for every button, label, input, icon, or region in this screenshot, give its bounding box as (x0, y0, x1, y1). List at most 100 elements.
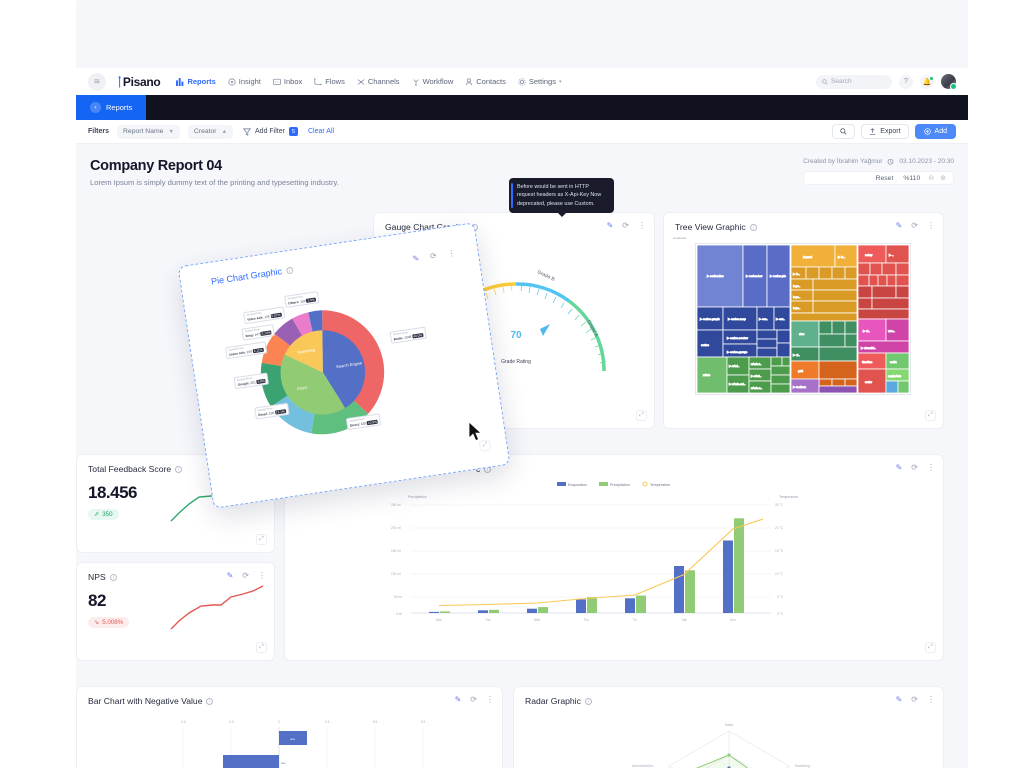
svg-text:▶ vi..: ▶ vi.. (863, 329, 870, 333)
pencil-icon[interactable]: ✎ (454, 695, 462, 704)
search-button[interactable] (832, 124, 856, 139)
nav-item-channels[interactable]: Channels (357, 77, 400, 86)
more-vertical-icon[interactable]: ⋮ (927, 695, 935, 704)
zoom-out-icon[interactable]: ⊖ (928, 175, 935, 182)
svg-text:▶ ser..: ▶ ser.. (776, 317, 785, 321)
breadcrumb-item-reports[interactable]: ‹ Reports (76, 95, 147, 120)
page-header: Company Report 04 Lorem Ipsum is simply … (86, 158, 958, 187)
sparkline-chart (170, 585, 264, 630)
pencil-icon[interactable]: ✎ (411, 253, 420, 264)
more-vertical-icon[interactable]: ⋮ (258, 571, 266, 580)
info-icon[interactable]: i (285, 266, 294, 275)
svg-text:Precipitation: Precipitation (408, 495, 427, 499)
user-icon (466, 77, 473, 85)
nav-label: Workflow (422, 77, 454, 86)
refresh-icon[interactable]: ⟳ (429, 251, 438, 262)
svg-text:10 °C: 10 °C (775, 572, 784, 576)
pencil-icon[interactable]: ✎ (895, 695, 903, 704)
pencil-icon[interactable]: ✎ (606, 221, 614, 230)
nav-item-settings[interactable]: Settings ▾ (518, 77, 562, 86)
zoom-in-icon[interactable]: ⊕ (940, 175, 946, 182)
nav-item-workflow[interactable]: Workflow (412, 77, 454, 86)
more-vertical-icon[interactable]: ⋮ (446, 248, 457, 259)
svg-text:legend: legend (803, 255, 812, 259)
refresh-icon[interactable]: ⟳ (911, 221, 918, 230)
add-filter-button[interactable]: Add Filter 5 (243, 127, 298, 136)
expand-icon[interactable]: ⤢ (256, 534, 267, 545)
refresh-icon[interactable]: ⟳ (911, 463, 918, 472)
card-title: Tree View Graphic i (675, 222, 757, 232)
more-vertical-icon[interactable]: ⋮ (927, 221, 935, 230)
page-subtitle: Lorem Ipsum is simply dummy text of the … (90, 178, 339, 187)
svg-text:lege..: lege.. (793, 295, 801, 299)
svg-text:▶ series.scatter: ▶ series.scatter (727, 336, 748, 340)
expand-icon[interactable]: ⤢ (925, 410, 936, 421)
more-vertical-icon[interactable]: ⋮ (927, 463, 935, 472)
card-title: Pie Chart Graphic i (210, 265, 294, 287)
card-tree-view: Tree View Graphic i ✎ ⟳ ⋮ worldwide ▶ ser… (663, 212, 944, 429)
svg-text:▶ vi..: ▶ vi.. (793, 353, 800, 357)
clear-all-button[interactable]: Clear All (307, 128, 335, 135)
help-circle-icon[interactable]: ? (899, 74, 913, 89)
svg-text:▶ xAxi..: ▶ xAxi.. (751, 374, 762, 378)
svg-text:Temperature: Temperature (650, 483, 670, 487)
info-icon[interactable]: i (584, 698, 592, 706)
export-button[interactable]: Export (861, 124, 909, 139)
pie-label-baidu: Access From Baidu: 1048 40.0% (389, 326, 427, 344)
info-icon[interactable]: i (109, 574, 117, 582)
target-icon (228, 77, 236, 86)
refresh-icon[interactable]: ⟳ (911, 695, 918, 704)
filter-count-badge: 5 (288, 127, 298, 136)
nav-item-insight[interactable]: Insight (228, 77, 261, 86)
svg-text:0.3: 0.3 (325, 720, 330, 724)
expand-icon[interactable]: ⤢ (925, 642, 936, 653)
nav-item-inbox[interactable]: Inbox (272, 77, 302, 86)
card-negative-bar-chart: Bar Chart with Negative Value i ✎ ⟳ ⋮ -0.… (76, 686, 503, 768)
svg-text:xAxis.n..: xAxis.n.. (751, 386, 763, 390)
refresh-icon[interactable]: ⟳ (242, 571, 249, 580)
app-viewport: ≋ ᛙPisano Reports Insight Inbox Flows Ch… (76, 0, 968, 768)
refresh-icon[interactable]: ⟳ (470, 695, 477, 704)
info-icon[interactable]: i (175, 466, 183, 474)
nav-label: Contacts (476, 77, 506, 86)
bell-icon[interactable]: 🔔 (920, 74, 934, 89)
svg-text:100 ml: 100 ml (391, 572, 401, 576)
svg-text:▶ le..: ▶ le.. (793, 272, 800, 276)
pencil-icon[interactable]: ✎ (895, 463, 903, 472)
more-vertical-icon[interactable]: ⋮ (638, 221, 646, 230)
card-pie-chart[interactable]: Pie Chart Graphic i ✎ ⟳ ⋮ Sear (177, 222, 511, 509)
filter-report-name[interactable]: Report Name ▼ (117, 124, 180, 139)
workflow-icon (412, 78, 419, 86)
refresh-icon[interactable]: ⟳ (622, 221, 629, 230)
hamburger-icon[interactable]: ≋ (88, 72, 106, 91)
info-icon[interactable]: i (206, 698, 214, 706)
history-icon (888, 158, 894, 165)
svg-text:-0.6: -0.6 (180, 720, 186, 724)
svg-text:▶ visualM..: ▶ visualM.. (861, 346, 876, 350)
nav-items: Reports Insight Inbox Flows Channels Wor… (176, 77, 562, 86)
expand-icon[interactable]: ⤢ (256, 642, 267, 653)
gauge-value: 70 (510, 330, 522, 341)
nav-item-reports[interactable]: Reports (176, 77, 216, 86)
svg-text:Fri: Fri (633, 618, 637, 622)
card-tools: ✎ ⟳ ⋮ (607, 221, 646, 230)
info-icon[interactable]: i (749, 224, 757, 232)
pencil-icon[interactable]: ✎ (895, 221, 903, 230)
filter-creator[interactable]: Creator ▲ (187, 124, 234, 139)
nav-item-flows[interactable]: Flows (314, 77, 345, 86)
svg-text:15 °C: 15 °C (775, 549, 784, 553)
svg-text:▶ xAxis.axi..: ▶ xAxis.axi.. (729, 382, 746, 386)
svg-text:Search Engine: Search Engine (336, 360, 363, 369)
expand-icon[interactable]: ⤢ (636, 410, 647, 421)
search-input[interactable]: Search (816, 74, 892, 89)
channels-icon (357, 78, 365, 85)
nav-item-contacts[interactable]: Contacts (465, 77, 506, 86)
reset-button[interactable]: Reset (875, 174, 894, 182)
mouse-cursor (468, 421, 483, 442)
avatar[interactable] (941, 74, 957, 90)
pencil-icon[interactable]: ✎ (226, 571, 234, 580)
add-button[interactable]: Add (914, 124, 956, 139)
svg-text:series: series (701, 343, 710, 347)
negative-bar-chart: -0.6-0.30 0.30.60.9 one two three (180, 720, 425, 768)
more-vertical-icon[interactable]: ⋮ (486, 695, 494, 704)
